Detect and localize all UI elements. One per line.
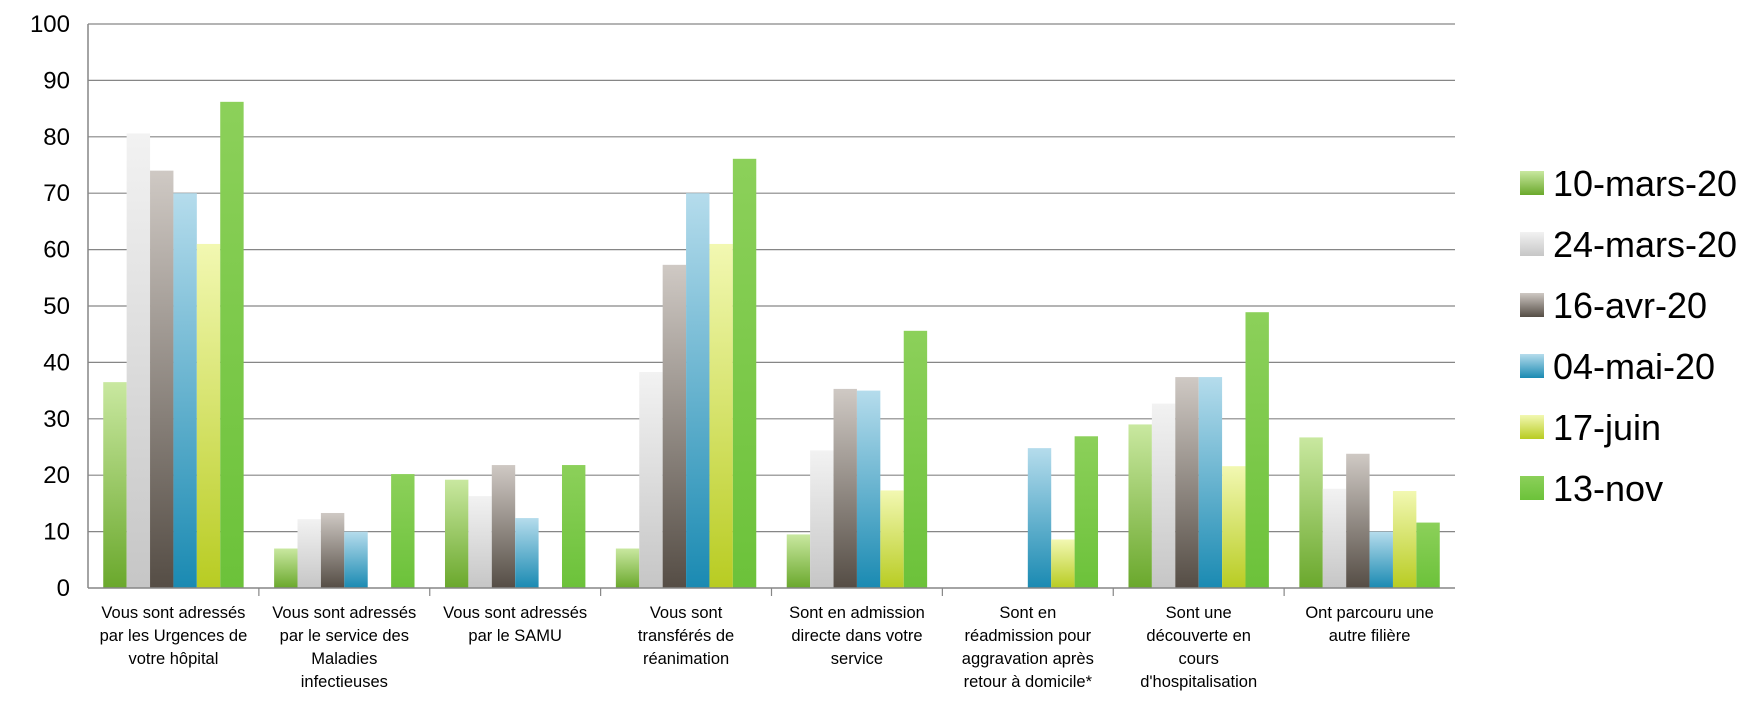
y-tick-label: 10 — [43, 519, 70, 546]
bar — [297, 519, 321, 588]
y-tick-label: 100 — [30, 11, 70, 38]
bar — [1392, 490, 1417, 588]
legend-label: 16-avr-20 — [1553, 285, 1707, 326]
y-tick-label: 90 — [43, 67, 70, 94]
axes — [87, 24, 1455, 596]
bar — [1151, 403, 1176, 588]
bar — [444, 479, 469, 588]
bar — [1074, 436, 1099, 588]
legend-swatch — [1520, 171, 1544, 195]
bar — [732, 158, 757, 588]
x-axis-labels: Vous sont adressés par les Urgences de vot… — [100, 604, 1434, 691]
x-tick-label: Vous sont adressés par le SAMU — [443, 604, 587, 645]
bar — [491, 465, 516, 588]
y-tick-label: 50 — [43, 293, 70, 320]
x-tick-label: Sont en admission directe dans votre servi… — [789, 604, 925, 668]
x-tick-label: Sont une découverte en cours d'hospitalisat… — [1140, 604, 1257, 691]
bar — [1322, 488, 1347, 588]
bar — [1346, 453, 1370, 588]
legend-label: 13-nov — [1553, 468, 1663, 509]
gridlines — [88, 23, 1455, 533]
y-tick-label: 60 — [43, 237, 70, 264]
bar — [1222, 466, 1246, 588]
bar — [709, 243, 733, 588]
bars — [103, 101, 1440, 588]
bar — [103, 382, 127, 588]
legend-swatch — [1520, 293, 1544, 317]
y-tick-label: 30 — [43, 406, 70, 433]
bar — [126, 133, 151, 588]
legend-swatch — [1520, 415, 1544, 439]
y-tick-label: 40 — [43, 349, 70, 376]
legend-label: 10-mars-20 — [1553, 163, 1737, 204]
bar — [1198, 377, 1223, 588]
bar — [391, 474, 415, 588]
bar — [639, 371, 663, 588]
legend-label: 24-mars-20 — [1553, 224, 1737, 265]
bar — [173, 193, 197, 588]
x-tick-label: Vous sont transférés de réanimation — [638, 604, 734, 668]
y-tick-label: 80 — [43, 124, 70, 151]
bar — [1175, 377, 1199, 588]
y-tick-label: 0 — [57, 575, 70, 602]
bar — [274, 548, 298, 588]
bar — [220, 101, 244, 588]
legend: 10-mars-20 24-mars-20 16-avr-20 04-mai-20 17… — [1520, 163, 1737, 509]
bar — [468, 496, 492, 588]
bar — [856, 390, 881, 588]
bar — [196, 243, 221, 588]
legend-label: 04-mai-20 — [1553, 346, 1715, 387]
bar — [810, 450, 834, 588]
bar — [1245, 312, 1269, 588]
bar — [1416, 522, 1440, 588]
bar — [561, 465, 586, 588]
bar — [662, 264, 687, 588]
bar — [150, 170, 174, 588]
bar — [515, 518, 539, 588]
x-tick-label: Ont parcouru une autre filière — [1305, 604, 1433, 645]
bar — [1051, 539, 1075, 588]
bar — [786, 534, 811, 588]
x-tick-label: Vous sont adressés par les Urgences de vot… — [100, 604, 248, 668]
bar — [686, 193, 710, 588]
legend-label: 17-juin — [1553, 407, 1661, 448]
bar — [833, 388, 857, 588]
bar — [615, 548, 640, 588]
bar — [1027, 448, 1052, 588]
bar — [1128, 424, 1152, 588]
x-tick-label: Sont en réadmission pour aggravation après… — [962, 604, 1094, 691]
bar — [344, 531, 368, 588]
bar — [1299, 437, 1323, 588]
y-tick-label: 70 — [43, 180, 70, 207]
bar — [903, 330, 928, 588]
legend-swatch — [1520, 476, 1544, 500]
legend-swatch — [1520, 354, 1544, 378]
bar — [880, 490, 904, 588]
bar — [1369, 531, 1393, 588]
y-tick-label: 20 — [43, 462, 70, 489]
y-axis-ticks: 0 10 20 30 40 50 60 70 80 90 100 — [30, 11, 70, 602]
bar — [320, 512, 345, 588]
legend-swatch — [1520, 232, 1544, 256]
x-tick-label: Vous sont adressés par le service des Mala… — [272, 604, 416, 691]
